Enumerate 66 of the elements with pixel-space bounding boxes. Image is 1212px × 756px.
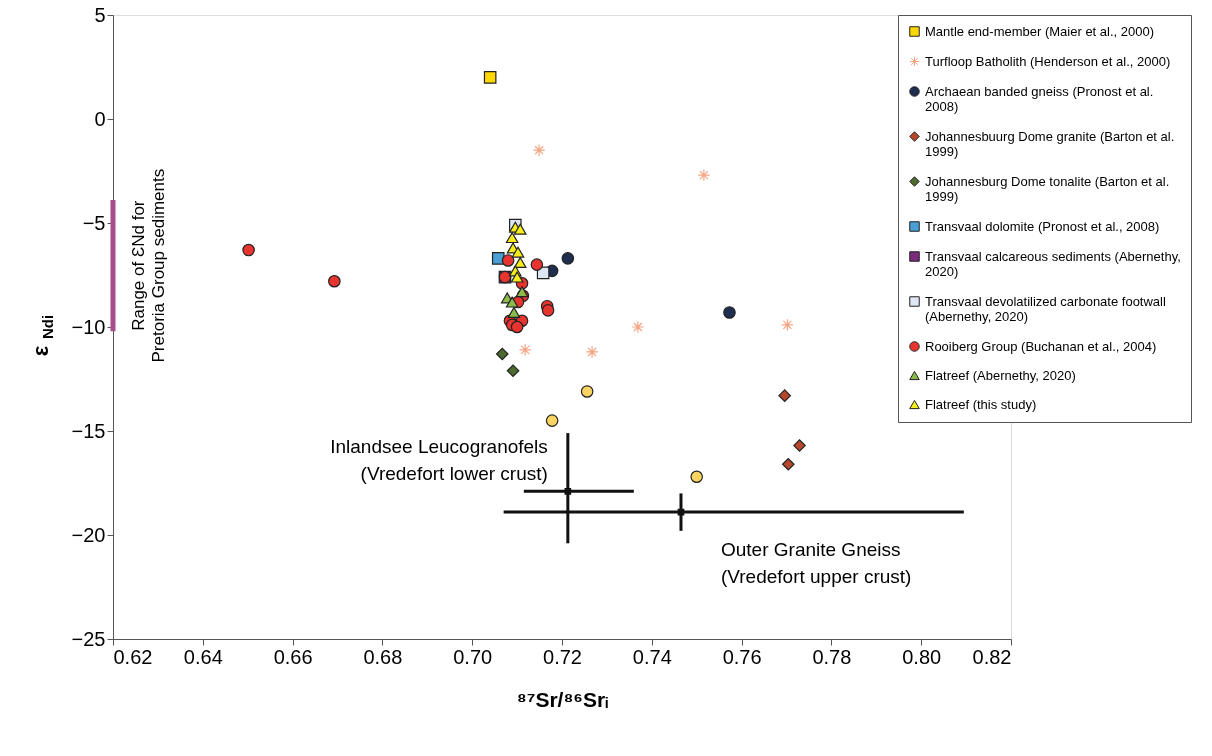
- point: [585, 345, 599, 359]
- annotation: Outer Granite Gneiss (Vredefort upper crust): [720, 539, 912, 588]
- y-tick-label: −25: [71, 627, 106, 650]
- y-tick-label: 5: [94, 3, 106, 26]
- x-tick-label: 0.66: [273, 645, 313, 668]
- legend-label: Transvaal dolomite (Pronost et al., 2008): [925, 218, 1160, 234]
- x-tick-label: 0.82: [972, 645, 1012, 668]
- point: [483, 71, 497, 84]
- x-tick-label: 0.62: [113, 645, 153, 668]
- y-tick-label: −20: [71, 523, 106, 546]
- y-tick-label: 0: [94, 107, 106, 130]
- legend-label: Johannesburg Dome tonalite (Barton et al. 1999): [925, 173, 1170, 204]
- point: [580, 385, 594, 398]
- point: [328, 274, 341, 288]
- x-tick-label: 0.72: [543, 645, 582, 668]
- point: [495, 347, 509, 361]
- x-tick-label: 0.78: [812, 645, 852, 668]
- point: [515, 286, 529, 298]
- point: [778, 389, 791, 402]
- legend-label: Flatreef (Abernethy, 2020): [925, 367, 1076, 383]
- point: [793, 439, 806, 452]
- point: [513, 223, 527, 235]
- legend-label: Mantle end-member (Maier et al., 2000): [925, 23, 1155, 39]
- point: [501, 254, 515, 267]
- x-tick-label: 0.64: [183, 645, 223, 668]
- legend-label: Johannesbuurg Dome granite (Barton et al. 1999): [925, 128, 1175, 159]
- point: [782, 457, 795, 471]
- x-axis-title: ⁸⁷Sr/⁸⁶Srᵢ: [516, 687, 609, 711]
- point: [513, 256, 527, 269]
- point: [532, 143, 546, 157]
- annotation: Inlandsee Leucogranofels (Vredefort lower crust): [330, 436, 548, 485]
- legend-label: Rooiberg Group (Buchanan et al., 2004): [925, 338, 1157, 354]
- point: [242, 243, 255, 257]
- legend-label: Archaean banded gneiss (Pronost et al. 2008): [925, 83, 1154, 114]
- point: [697, 168, 711, 182]
- y-tick-label: −15: [71, 419, 106, 442]
- legend-label: Turfloop Batholith (Henderson et al., 2000): [925, 53, 1171, 69]
- y-axis-title: εNdi: [28, 314, 56, 357]
- point: [511, 246, 525, 258]
- y-tick-label: −5: [82, 211, 106, 234]
- x-tick-label: 0.76: [722, 645, 762, 668]
- x-tick-label: 0.70: [453, 645, 493, 668]
- point: [631, 320, 645, 334]
- x-tick-label: 0.74: [632, 645, 672, 668]
- text: Range of ƐNd for Pretoria Group sediments: [129, 168, 168, 363]
- point: [545, 414, 559, 427]
- point: [561, 252, 575, 265]
- point: [690, 470, 703, 484]
- point: [510, 320, 524, 334]
- legend-label: Transvaal devolatilized carbonate footwall (Abernethy, 2020): [925, 293, 1166, 324]
- point: [541, 304, 555, 317]
- legend-label: Transvaal calcareous sediments (Abernethy, 2020): [925, 248, 1181, 279]
- point: [530, 258, 544, 271]
- x-tick-label: 0.80: [902, 645, 942, 668]
- point: [507, 306, 521, 318]
- y-tick-label: −10: [71, 315, 106, 338]
- point: [781, 318, 794, 332]
- point: [723, 306, 736, 319]
- point: [505, 296, 519, 308]
- x-tick-label: 0.68: [363, 645, 403, 668]
- point: [505, 232, 519, 244]
- point: [518, 343, 532, 357]
- point: [506, 364, 520, 377]
- point: [491, 252, 505, 265]
- point: [510, 271, 524, 283]
- legend-label: Flatreef (this study): [925, 396, 1037, 412]
